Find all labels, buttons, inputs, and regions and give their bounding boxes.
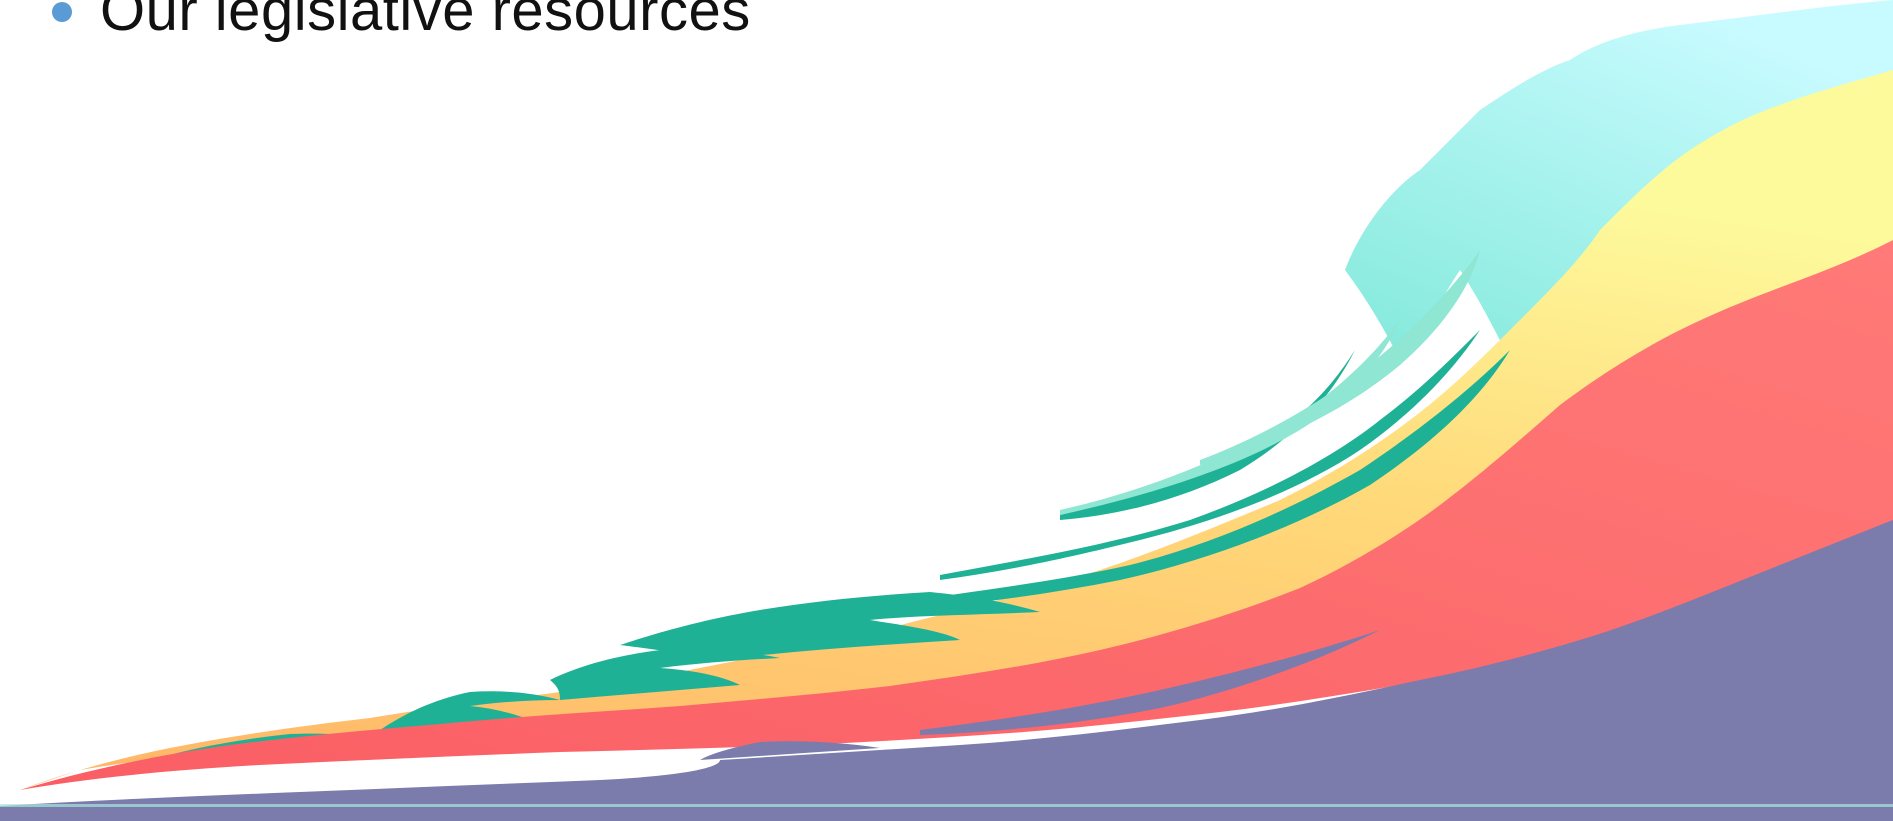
wave-base-line [0, 804, 1893, 807]
wave-cyan-band [1345, 0, 1893, 380]
wave-red-band [20, 240, 1893, 790]
bullet-item: Our legislative resources [52, 0, 751, 50]
wave-yellow-band [20, 70, 1893, 790]
wave-purple-base [0, 520, 1893, 821]
bullet-text: Our legislative resources [100, 0, 751, 43]
wave-purple-streaks [700, 630, 1380, 760]
bullet-dot-icon [52, 2, 72, 22]
